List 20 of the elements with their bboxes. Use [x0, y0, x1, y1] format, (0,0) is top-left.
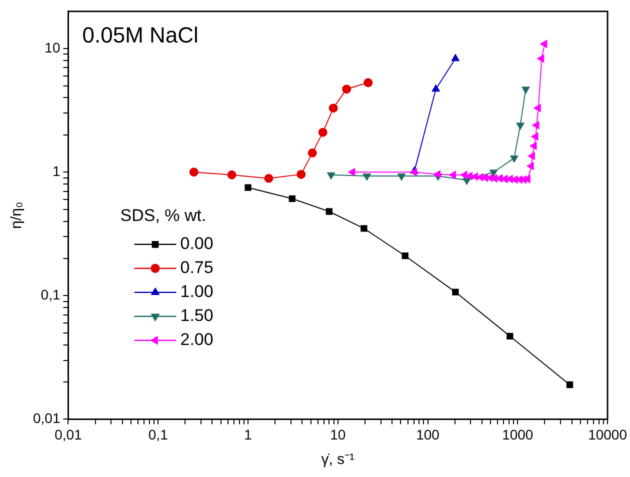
legend-title: SDS, % wt.	[120, 206, 206, 226]
x-tick-label: 0,01	[54, 426, 82, 442]
x-axis-title: γ̇, s⁻¹	[321, 451, 355, 468]
x-tick-label: 10000	[588, 426, 628, 442]
x-tick-label: 100	[416, 426, 440, 442]
x-tick-label: 0,1	[148, 426, 168, 442]
x-tick-label: 1	[244, 426, 252, 442]
y-tick-label: 1	[52, 162, 60, 179]
legend-label: 1.50	[180, 306, 214, 326]
x-tick-label: 1000	[502, 426, 534, 442]
y-tick-label: 0,01	[33, 410, 60, 426]
legend-label: 2.00	[180, 330, 214, 350]
y-tick-label: 10	[44, 39, 60, 56]
x-tick-label: 10	[330, 426, 346, 442]
legend-label: 1.00	[180, 282, 214, 302]
legend-label: 0.00	[180, 234, 214, 254]
y-tick-label: 0,1	[40, 286, 60, 303]
legend-label: 0.75	[180, 258, 214, 278]
annotation: 0.05M NaCl	[82, 22, 198, 48]
y-axis-title: η/η₀	[8, 202, 26, 229]
